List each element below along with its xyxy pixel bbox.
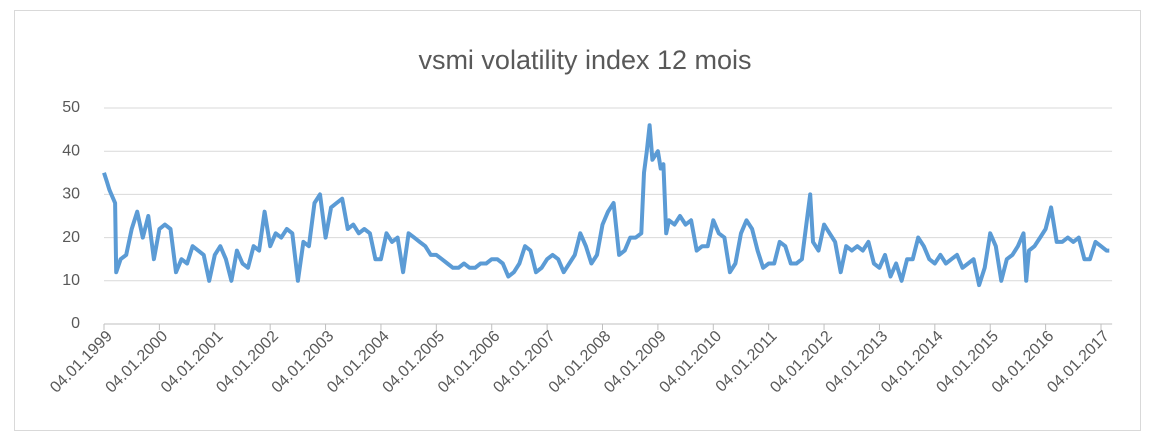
y-tick-label: 0 [71, 315, 80, 332]
y-tick-label: 40 [62, 142, 80, 159]
chart-frame [14, 10, 1141, 431]
chart-title: vsmi volatility index 12 mois [418, 45, 751, 75]
y-tick-label: 20 [62, 229, 80, 246]
data-line [102, 123, 1110, 288]
y-tick-label: 50 [62, 99, 80, 116]
y-tick-label: 10 [62, 272, 80, 289]
y-tick-label: 30 [62, 186, 80, 203]
